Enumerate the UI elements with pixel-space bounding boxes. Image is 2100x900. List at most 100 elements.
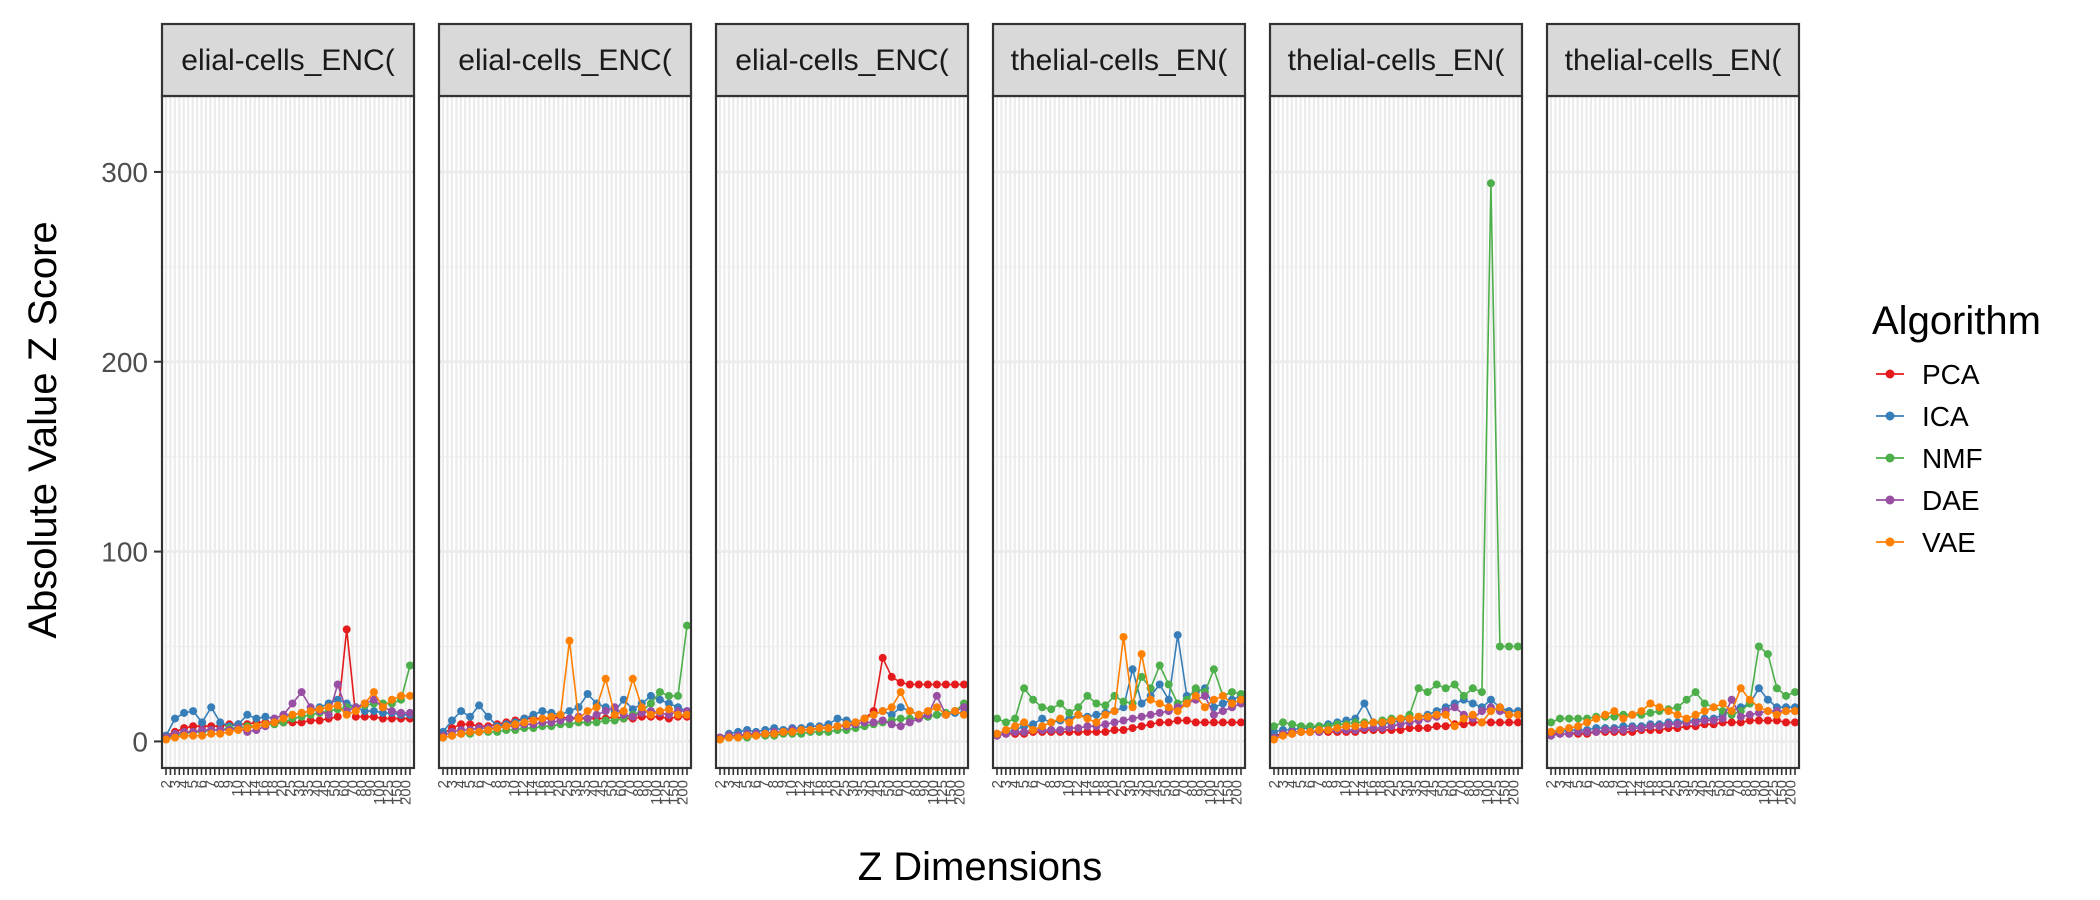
data-point-pca: [1209, 718, 1218, 727]
data-point-vae: [1441, 710, 1450, 719]
facet-strip: [991, 22, 1247, 98]
data-point-pca: [351, 712, 360, 721]
data-point-dae: [1065, 724, 1074, 733]
data-point-vae: [896, 688, 905, 697]
data-point-nmf: [1486, 179, 1495, 188]
data-point-ica: [243, 710, 252, 719]
x-tick-label: 90: [1193, 780, 1210, 797]
data-point-vae: [1619, 714, 1628, 723]
x-tick-label: 10: [1614, 780, 1631, 797]
data-point-ica: [1270, 727, 1278, 736]
x-tick-label: 70: [1175, 780, 1192, 797]
data-point-ica: [655, 695, 664, 704]
data-point-vae: [1432, 710, 1441, 719]
data-point-vae: [448, 731, 456, 740]
data-point-pca: [1505, 718, 1513, 727]
x-tick-label: 150: [1497, 780, 1514, 805]
facet-panel: thelial-cells_EN(23456789101214161820253…: [989, 22, 1247, 805]
data-point-vae: [1468, 710, 1477, 719]
x-tick-label: 35: [300, 780, 317, 797]
data-point-vae: [1369, 718, 1378, 727]
data-point-vae: [1396, 714, 1405, 723]
data-point-nmf: [1468, 684, 1477, 693]
data-point-nmf: [1047, 705, 1056, 714]
x-tick-label: 12: [515, 780, 532, 797]
data-point-pca: [914, 680, 923, 689]
data-point-vae: [406, 691, 414, 700]
data-point-pca: [1110, 726, 1119, 734]
data-point-vae: [1342, 722, 1351, 731]
x-tick-label: 14: [801, 780, 818, 797]
x-tick-label: 60: [1167, 780, 1184, 797]
data-point-vae: [529, 716, 538, 725]
data-point-pca: [1736, 718, 1745, 727]
data-point-vae: [905, 707, 914, 716]
x-axis-ticks: 2345678910121416182025303540455060708090…: [435, 768, 692, 805]
data-point-nmf: [1279, 718, 1287, 727]
data-point-vae: [1038, 722, 1047, 731]
data-point-dae: [1745, 710, 1754, 719]
series-line-pca: [442, 715, 687, 735]
data-point-ica: [1038, 714, 1047, 723]
x-tick-label: 14: [1355, 780, 1372, 797]
x-tick-label: 18: [1096, 780, 1113, 797]
legend-item-pca: PCA: [1876, 359, 1980, 390]
data-point-vae: [1486, 707, 1495, 716]
data-point-ica: [252, 714, 261, 723]
y-tick-label: 200: [101, 347, 148, 378]
data-point-vae: [1083, 714, 1092, 723]
x-tick-label: 80: [630, 780, 647, 797]
data-point-vae: [1218, 691, 1227, 700]
x-tick-label: 20: [550, 780, 567, 797]
data-point-dae: [878, 716, 887, 725]
data-point-vae: [1065, 718, 1074, 727]
x-tick-label: 3: [998, 780, 1015, 788]
data-point-vae: [306, 707, 315, 716]
x-tick-label: 20: [827, 780, 844, 797]
data-point-pca: [1514, 718, 1522, 727]
data-point-vae: [1119, 633, 1128, 641]
x-tick-label: 80: [353, 780, 370, 797]
data-point-pca: [1432, 722, 1441, 731]
data-point-vae: [1556, 726, 1564, 734]
data-point-vae: [1565, 724, 1574, 733]
series-line-vae: [165, 690, 410, 741]
facet-label: elial-cells_ENC(: [735, 44, 948, 77]
data-point-vae: [1020, 718, 1029, 727]
data-point-pca: [360, 712, 369, 721]
data-point-ica: [646, 691, 655, 700]
x-tick-label: 200: [952, 780, 969, 805]
data-point-vae: [1164, 703, 1173, 712]
data-point-vae: [1514, 710, 1522, 719]
x-tick-label: 35: [1131, 780, 1148, 797]
data-point-dae: [1387, 722, 1396, 731]
legend-key-point: [1885, 495, 1895, 505]
x-tick-label: 2: [158, 780, 175, 788]
data-point-vae: [1505, 710, 1513, 719]
data-point-vae: [1002, 726, 1010, 734]
panel-background: [993, 96, 1245, 768]
data-point-ica: [1754, 684, 1763, 693]
x-tick-label: 40: [586, 780, 603, 797]
data-point-nmf: [1556, 714, 1564, 723]
data-point-vae: [1673, 710, 1682, 719]
data-point-nmf: [1432, 680, 1441, 689]
data-point-vae: [574, 714, 583, 723]
series-line-nmf: [719, 702, 965, 741]
series-group: [439, 621, 691, 742]
series-line-nmf: [165, 665, 411, 739]
data-point-dae: [333, 680, 342, 689]
data-point-vae: [1423, 712, 1432, 721]
x-tick-label: 60: [1444, 780, 1461, 797]
data-point-vae: [1477, 718, 1486, 727]
x-tick-label: 18: [542, 780, 559, 797]
data-point-vae: [851, 718, 860, 727]
legend-item-vae: VAE: [1876, 527, 1976, 558]
x-tick-label: 5: [1570, 780, 1587, 788]
legend-title: Algorithm: [1872, 299, 2041, 343]
x-axis-title: Z Dimensions: [858, 845, 1103, 889]
x-tick-label: 30: [291, 780, 308, 797]
x-tick-label: 25: [1390, 780, 1407, 797]
x-tick-label: 8: [211, 780, 228, 788]
x-tick-label: 125: [1211, 780, 1228, 805]
